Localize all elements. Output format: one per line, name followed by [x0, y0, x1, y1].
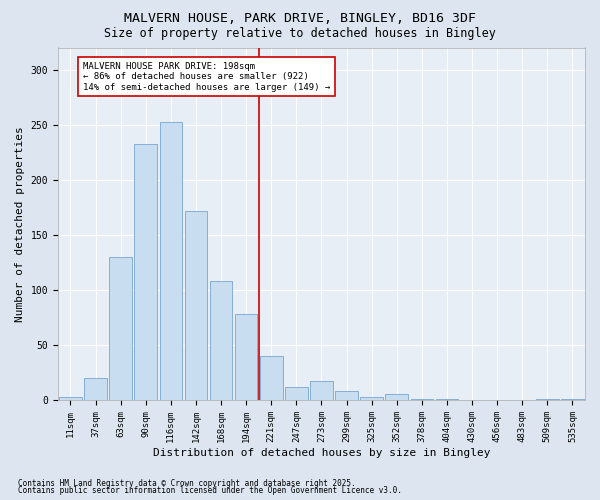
Bar — [235, 314, 257, 400]
Bar — [385, 394, 408, 400]
Bar — [59, 396, 82, 400]
Bar — [84, 378, 107, 400]
Bar — [285, 387, 308, 400]
Bar — [134, 144, 157, 400]
Text: Contains public sector information licensed under the Open Government Licence v3: Contains public sector information licen… — [18, 486, 402, 495]
Bar — [335, 391, 358, 400]
Bar — [536, 399, 559, 400]
Bar — [310, 381, 333, 400]
Text: MALVERN HOUSE PARK DRIVE: 198sqm
← 86% of detached houses are smaller (922)
14% : MALVERN HOUSE PARK DRIVE: 198sqm ← 86% o… — [83, 62, 330, 92]
Bar — [260, 356, 283, 400]
Y-axis label: Number of detached properties: Number of detached properties — [15, 126, 25, 322]
Text: MALVERN HOUSE, PARK DRIVE, BINGLEY, BD16 3DF: MALVERN HOUSE, PARK DRIVE, BINGLEY, BD16… — [124, 12, 476, 26]
Text: Contains HM Land Registry data © Crown copyright and database right 2025.: Contains HM Land Registry data © Crown c… — [18, 478, 356, 488]
Bar — [210, 281, 232, 400]
Bar — [561, 399, 584, 400]
X-axis label: Distribution of detached houses by size in Bingley: Distribution of detached houses by size … — [153, 448, 490, 458]
Bar — [410, 399, 433, 400]
Bar — [160, 122, 182, 400]
Bar — [185, 210, 207, 400]
Bar — [361, 396, 383, 400]
Bar — [109, 257, 132, 400]
Bar — [436, 399, 458, 400]
Text: Size of property relative to detached houses in Bingley: Size of property relative to detached ho… — [104, 28, 496, 40]
